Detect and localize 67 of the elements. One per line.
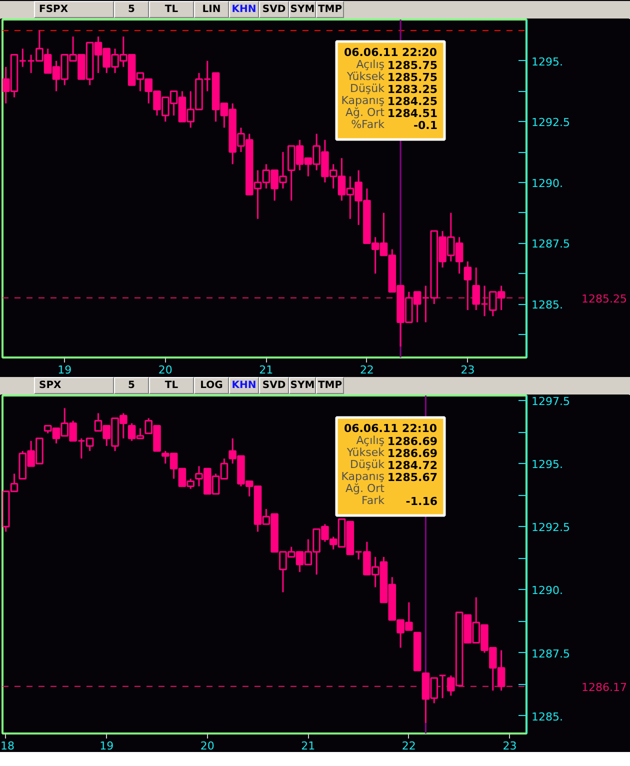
text: KHN bbox=[229, 1, 259, 18]
y-tick-label: 1295. bbox=[532, 55, 563, 68]
annotation: Yüksek bbox=[346, 70, 386, 83]
annotation: 1285.67 bbox=[387, 471, 438, 484]
annotation: Kapanış bbox=[341, 94, 385, 107]
y-tick-label: 1290. bbox=[532, 176, 563, 190]
annotation: Yüksek bbox=[346, 446, 386, 459]
text: TMP bbox=[316, 1, 344, 18]
x-tick-label: 21 bbox=[259, 364, 274, 376]
annotation: 1284.72 bbox=[387, 459, 438, 472]
candlestick bbox=[464, 260, 472, 311]
y-tick-label: 1290. bbox=[532, 584, 563, 598]
text: TL bbox=[149, 377, 194, 394]
chart-title: FSPX bbox=[34, 1, 114, 18]
x-tick-label: 23 bbox=[460, 364, 475, 376]
annotation: 1284.51 bbox=[387, 107, 438, 120]
text: TL bbox=[149, 1, 194, 18]
annotation: Kapanış bbox=[341, 470, 385, 483]
annotation: Açılış bbox=[356, 58, 385, 71]
text: LIN bbox=[194, 1, 229, 18]
x-tick-label: 20 bbox=[158, 364, 172, 376]
text: TMP bbox=[316, 377, 344, 394]
y-tick-label: 1287.5 bbox=[532, 238, 570, 251]
annotation: 1286.69 bbox=[387, 447, 438, 460]
annotation: 1285.75 bbox=[387, 59, 438, 72]
chart-title: SPX bbox=[34, 377, 114, 394]
text: SYM bbox=[289, 377, 316, 394]
text: SVD bbox=[259, 377, 289, 394]
y-tick-label: 1297.5 bbox=[532, 395, 570, 408]
x-tick-label: 22 bbox=[360, 364, 374, 376]
annotation: %Fark bbox=[351, 118, 386, 131]
annotation: -1.16 bbox=[406, 495, 438, 508]
annotation: Ağ. Ort bbox=[346, 106, 386, 119]
annotation: 1285.75 bbox=[387, 71, 438, 84]
candlestick bbox=[438, 674, 446, 699]
annotation: 06.06.11 22:10 bbox=[344, 422, 438, 435]
text: 5 bbox=[114, 377, 149, 394]
y-tick-label: 1295. bbox=[532, 458, 563, 472]
x-tick-label: 22 bbox=[402, 740, 416, 752]
ref-line-label: 1286.17 bbox=[582, 680, 627, 694]
ref-line-label: 1285.25 bbox=[582, 292, 627, 306]
text: KHN bbox=[229, 377, 259, 394]
annotation: Düşük bbox=[350, 458, 386, 471]
annotation: Düşük bbox=[350, 82, 386, 95]
annotation: Fark bbox=[362, 494, 386, 507]
text: LOG bbox=[194, 377, 229, 394]
y-tick-label: 1285. bbox=[532, 710, 563, 724]
x-tick-label: 21 bbox=[301, 740, 316, 752]
annotation: 1286.69 bbox=[387, 435, 438, 448]
y-tick-label: 1292.5 bbox=[532, 116, 570, 130]
y-tick-label: 1292.5 bbox=[532, 521, 570, 534]
x-tick-label: 19 bbox=[100, 740, 114, 752]
text: 5 bbox=[114, 1, 149, 18]
annotation: -0.1 bbox=[413, 119, 438, 132]
x-tick-label: 20 bbox=[200, 740, 214, 752]
annotation: Açılış bbox=[356, 434, 385, 447]
annotation: 1283.25 bbox=[387, 83, 438, 96]
y-tick-label: 1287.5 bbox=[532, 647, 570, 660]
annotation: Ağ. Ort bbox=[346, 482, 386, 495]
text: SVD bbox=[259, 1, 289, 18]
text: SYM bbox=[289, 1, 316, 18]
y-tick-label: 1285. bbox=[532, 298, 563, 312]
x-tick-label: 18 bbox=[0, 740, 14, 752]
x-tick-label: 23 bbox=[502, 740, 517, 752]
annotation: 06.06.11 22:20 bbox=[344, 46, 438, 59]
x-tick-label: 19 bbox=[58, 364, 72, 376]
annotation: 1284.25 bbox=[387, 95, 438, 108]
